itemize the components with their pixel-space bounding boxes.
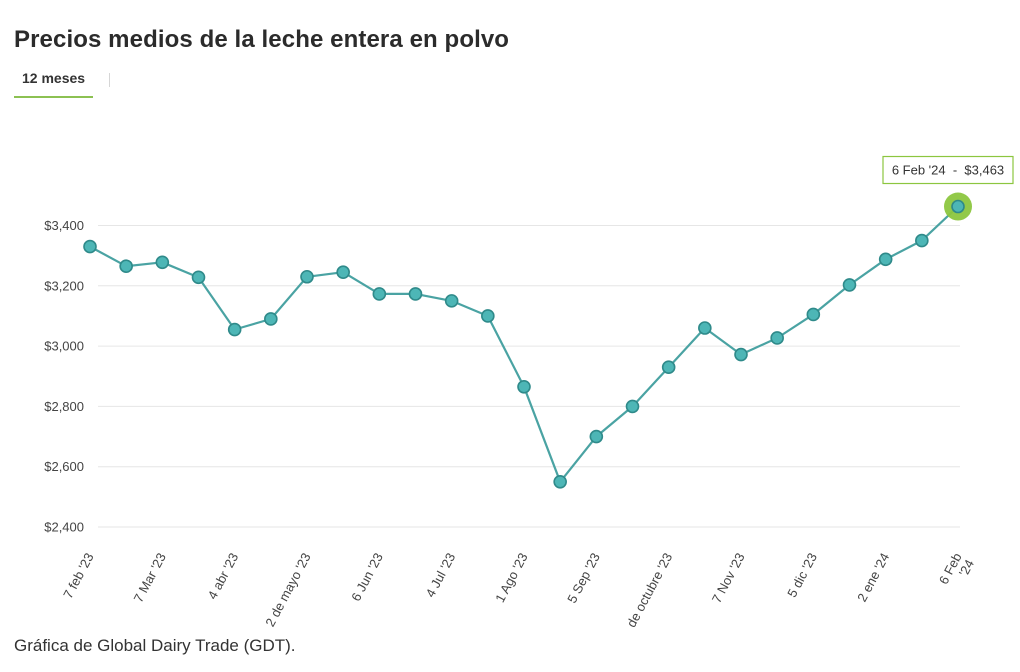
data-point[interactable] xyxy=(878,252,893,267)
x-axis-labels: 7 feb '23 7 Mar '23 4 abr '23 2 de mayo '23… xyxy=(60,550,977,629)
price-line-chart: $2,400 $2,600 $2,800 $3,000 $3,200 $3,400 7 f… xyxy=(44,155,1014,630)
x-tick-label: 7 Nov '23 xyxy=(709,550,748,605)
data-point[interactable] xyxy=(951,199,965,214)
y-tick-label: $2,800 xyxy=(44,399,84,414)
data-point[interactable] xyxy=(336,265,350,280)
x-tick-label: 5 Sep '23 xyxy=(564,550,603,605)
data-point[interactable] xyxy=(589,429,604,444)
tab-12-meses[interactable]: 12 meses xyxy=(14,68,94,98)
data-point[interactable] xyxy=(444,294,459,308)
x-tick-label: 4 Jul '23 xyxy=(423,550,459,599)
gridlines xyxy=(98,225,960,528)
data-point[interactable] xyxy=(625,399,640,414)
x-tick-label: 2 de mayo '23 xyxy=(262,550,313,629)
x-tick-label: 5 dic '23 xyxy=(784,550,820,599)
data-point[interactable] xyxy=(191,270,206,285)
series-line xyxy=(89,205,959,483)
data-point[interactable] xyxy=(553,474,567,489)
data-point[interactable] xyxy=(770,331,784,345)
x-tick-label: 1 Ago '23 xyxy=(492,550,531,605)
data-points xyxy=(83,192,972,489)
x-tick-label: de octubre '23 xyxy=(624,550,676,629)
x-tick-label: 7 feb '23 xyxy=(60,550,96,601)
data-point[interactable] xyxy=(517,380,531,394)
data-point[interactable] xyxy=(661,360,676,375)
data-point[interactable] xyxy=(734,347,748,362)
y-tick-label: $3,400 xyxy=(44,218,84,233)
data-point[interactable] xyxy=(227,322,242,337)
data-point[interactable] xyxy=(264,312,278,326)
y-tick-label: $2,400 xyxy=(44,520,84,535)
data-point[interactable] xyxy=(372,287,387,301)
data-point[interactable] xyxy=(915,233,929,248)
data-point[interactable] xyxy=(806,307,821,322)
chart-title: Precios medios de la leche entera en pol… xyxy=(14,26,510,53)
x-tick-label: 4 abr '23 xyxy=(205,550,242,601)
data-point[interactable] xyxy=(83,239,97,254)
data-point[interactable] xyxy=(698,321,712,335)
source-note: Gráfica de Global Dairy Trade (GDT). xyxy=(14,636,296,655)
data-point[interactable] xyxy=(842,278,857,292)
y-tick-label: $3,000 xyxy=(44,339,84,354)
x-tick-label: 7 Mar '23 xyxy=(130,550,169,605)
y-tick-label: $3,200 xyxy=(44,278,84,293)
tooltip: 6 Feb '24 - $3,463 xyxy=(882,155,1014,185)
y-axis-labels: $2,400 $2,600 $2,800 $3,000 $3,200 $3,400 xyxy=(44,218,84,535)
data-point[interactable] xyxy=(119,259,133,274)
tooltip-box xyxy=(882,155,1014,185)
range-tabs: 12 meses xyxy=(14,68,111,98)
data-point[interactable] xyxy=(155,255,170,270)
x-tick-label: 6 Jun '23 xyxy=(348,550,386,603)
x-tick-label: 2 ene '24 xyxy=(854,550,892,604)
tooltip-text: 6 Feb '24 - $3,463 xyxy=(892,163,1004,178)
data-point[interactable] xyxy=(300,269,314,284)
y-tick-label: $2,600 xyxy=(44,459,84,474)
data-point[interactable] xyxy=(481,309,495,323)
x-tick-label-line: '24 xyxy=(956,557,977,579)
x-tick-label: 6 Feb'24 xyxy=(936,550,977,586)
tab-divider xyxy=(109,73,111,87)
data-point[interactable] xyxy=(408,287,423,301)
